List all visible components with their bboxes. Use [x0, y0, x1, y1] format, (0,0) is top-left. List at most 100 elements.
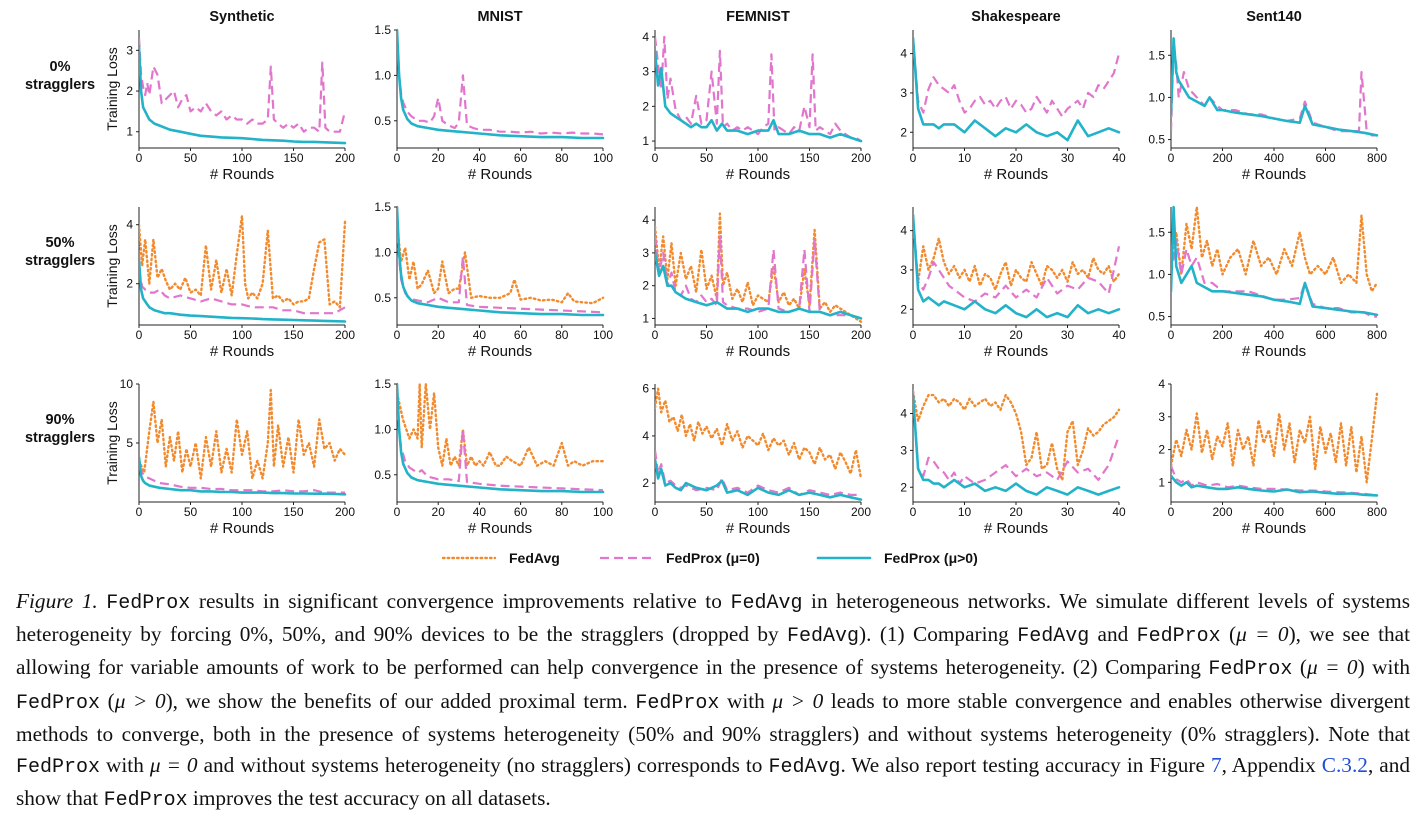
y-tick-label: 1.0 [374, 422, 391, 436]
x-tick-label: 150 [283, 328, 303, 342]
y-tick-label: 4 [642, 429, 649, 443]
y-tick-label: 1.5 [374, 23, 391, 37]
x-tick-label: 0 [394, 151, 401, 165]
x-tick-label: 200 [1212, 328, 1232, 342]
fedavg-line [139, 214, 347, 309]
x-tick-label: 0 [136, 505, 143, 519]
x-axis-label: # Rounds [210, 166, 274, 183]
caption-ref-link[interactable]: 7 [1210, 753, 1222, 778]
x-axis-label: # Rounds [726, 343, 790, 360]
x-tick-label: 150 [283, 151, 303, 165]
y-tick-label: 3 [642, 246, 649, 260]
y-tick-label: 1 [642, 311, 649, 325]
y-tick-label: 4 [900, 47, 907, 61]
subplot-femnist-row1: 0 50 100 150 200 1 2 3 4 # Rounds [642, 207, 871, 360]
x-tick-label: 100 [232, 328, 252, 342]
y-tick-label: 2 [642, 476, 649, 490]
x-tick-label: 150 [799, 151, 819, 165]
fedprox-mu0-line [139, 38, 347, 133]
fedprox-mu0-line [913, 37, 1121, 118]
fedprox-mu-line [397, 382, 605, 494]
fedprox-mu-line [397, 28, 605, 140]
caption-text: . We also report testing accuracy in Fig… [840, 753, 1211, 778]
fedavg-line [397, 224, 605, 305]
caption-code: FedProx [103, 789, 188, 813]
x-axis-label: # Rounds [726, 520, 790, 537]
caption-text: ) with [1357, 655, 1411, 680]
x-tick-label: 800 [1367, 328, 1387, 342]
fedprox-mu-line [655, 458, 863, 501]
y-tick-label: 10 [120, 377, 134, 391]
caption-text: ), we see that allowing for variable amo… [16, 622, 1411, 680]
x-tick-label: 40 [1112, 328, 1126, 342]
caption-math: μ = 0 [149, 753, 198, 778]
fedprox-mu-line [913, 213, 1121, 319]
x-tick-label: 400 [1264, 151, 1284, 165]
fedprox-mu0-line [1171, 465, 1378, 497]
x-tick-label: 40 [1112, 151, 1126, 165]
axes-frame [654, 207, 861, 326]
x-tick-label: 50 [700, 151, 714, 165]
x-tick-label: 200 [851, 505, 871, 519]
y-tick-label: 1.5 [1148, 48, 1165, 62]
y-tick-label: 4 [900, 224, 907, 238]
x-tick-label: 0 [1168, 505, 1175, 519]
caption-text: ( [1220, 622, 1237, 647]
x-axis-label: # Rounds [468, 343, 532, 360]
x-axis-label: # Rounds [984, 343, 1048, 360]
subplot-femnist-row0: 0 50 100 150 200 1 2 3 4 # Rounds FEMNIST [642, 9, 871, 183]
x-axis-label: # Rounds [1242, 166, 1306, 183]
y-tick-label: 2 [126, 84, 133, 98]
fedavg-line [655, 387, 863, 480]
fedprox-mu0-line [655, 35, 862, 143]
x-tick-label: 80 [555, 328, 569, 342]
caption-label: Figure 1. [16, 589, 98, 613]
x-tick-label: 30 [1061, 328, 1075, 342]
subplot-title: MNIST [477, 9, 522, 25]
y-tick-label: 2 [642, 99, 649, 113]
subplot-synthetic-row2: 0 50 100 150 200 5 10 # Rounds Training Loss [104, 377, 355, 537]
subplot-shakespeare-row1: 0 10 20 30 40 2 3 4 # Rounds [900, 207, 1126, 360]
legend-label-fedproxmu: FedProx (μ>0) [884, 550, 978, 566]
row-label-percent: 0% [50, 59, 71, 75]
fedprox-mu-line [655, 251, 863, 320]
y-tick-label: 6 [642, 382, 649, 396]
x-tick-label: 100 [748, 151, 768, 165]
x-tick-label: 40 [473, 151, 487, 165]
x-tick-label: 150 [799, 505, 819, 519]
row-label-stragglers: stragglers [25, 253, 95, 269]
x-tick-label: 0 [652, 505, 659, 519]
fedprox-mu0-line [139, 268, 346, 315]
x-axis-label: # Rounds [210, 520, 274, 537]
y-tick-label: 5 [126, 436, 133, 450]
caption-text: , and show that [16, 753, 1411, 811]
y-tick-label: 2 [1158, 443, 1165, 457]
caption-text: improves the test accuracy on all datase… [187, 786, 551, 811]
caption-code: FedAvg [1017, 625, 1090, 649]
fedprox-mu0-line [397, 29, 604, 136]
y-tick-label: 1.0 [374, 245, 391, 259]
y-axis-label: Training Loss [104, 224, 120, 308]
y-tick-label: 1 [1158, 475, 1165, 489]
x-tick-label: 0 [1168, 151, 1175, 165]
axes-frame [1170, 207, 1377, 326]
y-tick-label: 3 [900, 443, 907, 457]
y-tick-label: 3 [1158, 410, 1165, 424]
x-tick-label: 150 [283, 505, 303, 519]
y-tick-label: 1 [642, 134, 649, 148]
y-tick-label: 2 [126, 277, 133, 291]
x-tick-label: 20 [432, 151, 446, 165]
caption-text: leads to more stable convergence and ena… [16, 688, 1410, 746]
x-tick-label: 10 [958, 328, 972, 342]
subplot-title: Synthetic [209, 9, 274, 25]
caption-text: results in significant convergence impro… [190, 589, 731, 613]
x-tick-label: 0 [394, 505, 401, 519]
caption-math: μ = 0 [1236, 622, 1289, 647]
fedavg-line [1171, 205, 1379, 293]
y-axis-label: Training Loss [104, 401, 120, 485]
fedprox-mu-line [139, 258, 347, 323]
caption-ref-link[interactable]: C.3.2 [1321, 753, 1368, 778]
caption-code: FedProx [16, 756, 101, 780]
fedprox-mu-line [397, 205, 605, 317]
fedprox-mu-line [1171, 37, 1379, 137]
